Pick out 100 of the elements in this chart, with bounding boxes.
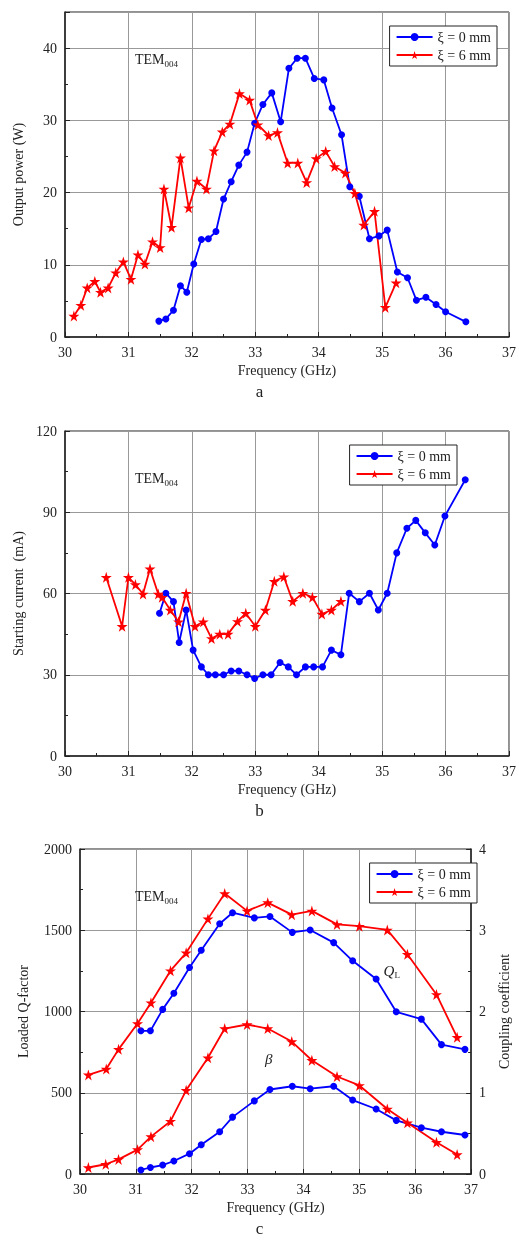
point bbox=[186, 964, 194, 972]
x-tick-label: 33 bbox=[240, 1181, 255, 1197]
y-tick-label: 0 bbox=[50, 748, 57, 764]
point bbox=[301, 54, 309, 62]
legend-label: ξ = 0 mm bbox=[437, 29, 492, 45]
point bbox=[438, 1128, 445, 1136]
point bbox=[132, 1144, 144, 1156]
point bbox=[82, 1162, 94, 1174]
x-axis-title: Frequency (GHz) bbox=[226, 1200, 326, 1217]
point bbox=[222, 628, 234, 640]
y-tick-label: 60 bbox=[43, 585, 57, 601]
point bbox=[251, 674, 259, 682]
point bbox=[240, 607, 252, 619]
point bbox=[403, 524, 411, 532]
point bbox=[320, 76, 328, 84]
point bbox=[174, 152, 186, 164]
x-tick-label: 31 bbox=[121, 763, 136, 779]
point bbox=[271, 127, 283, 139]
point bbox=[379, 301, 391, 313]
x-tick-label: 36 bbox=[438, 344, 453, 360]
point bbox=[216, 1128, 224, 1136]
point bbox=[189, 620, 201, 632]
point bbox=[393, 549, 401, 557]
point bbox=[310, 74, 318, 82]
y2-tick-label: 2 bbox=[479, 1004, 487, 1020]
point bbox=[438, 1041, 445, 1049]
point bbox=[293, 670, 301, 678]
point bbox=[301, 663, 309, 671]
point bbox=[155, 317, 163, 325]
point bbox=[287, 595, 299, 607]
y-tick-label: 1000 bbox=[44, 1004, 72, 1020]
point bbox=[331, 919, 343, 931]
point bbox=[75, 299, 87, 311]
point bbox=[204, 670, 212, 678]
y-tick-label: 40 bbox=[43, 40, 57, 56]
point bbox=[180, 1085, 192, 1097]
point bbox=[183, 288, 191, 296]
point bbox=[293, 54, 301, 62]
point bbox=[180, 587, 192, 599]
point bbox=[392, 1117, 400, 1125]
point bbox=[243, 670, 251, 678]
point bbox=[137, 1166, 145, 1174]
legend-label: ξ = 0 mm bbox=[417, 866, 472, 882]
point bbox=[393, 268, 401, 276]
point bbox=[232, 615, 244, 627]
point bbox=[154, 241, 166, 253]
point bbox=[266, 913, 274, 921]
point bbox=[132, 1018, 144, 1030]
point bbox=[129, 578, 141, 590]
text: b bbox=[255, 800, 264, 820]
point bbox=[204, 235, 212, 243]
point bbox=[137, 588, 149, 600]
point bbox=[89, 275, 101, 287]
y-tick-label: 120 bbox=[36, 423, 57, 439]
point bbox=[165, 1116, 177, 1128]
point bbox=[244, 94, 256, 106]
point bbox=[451, 1032, 463, 1044]
point bbox=[249, 620, 261, 632]
point bbox=[381, 1103, 393, 1115]
x-tick-label: 30 bbox=[73, 1181, 87, 1197]
point bbox=[461, 475, 469, 483]
point bbox=[284, 663, 292, 671]
point bbox=[117, 256, 129, 268]
legend-label: ξ = 6 mm bbox=[397, 466, 452, 482]
x-axis-title: Frequency (GHz) bbox=[237, 782, 337, 799]
point bbox=[206, 632, 218, 644]
x-tick-label: 34 bbox=[296, 1181, 311, 1197]
x-tick-label: 36 bbox=[438, 763, 453, 779]
point bbox=[262, 1023, 274, 1035]
point bbox=[266, 1086, 274, 1094]
y-tick-label: 30 bbox=[43, 112, 57, 128]
point bbox=[286, 1036, 298, 1048]
point bbox=[292, 157, 304, 169]
legend-label: ξ = 6 mm bbox=[417, 884, 472, 900]
point bbox=[349, 957, 357, 965]
x-tick-label: 32 bbox=[184, 344, 199, 360]
point bbox=[288, 1083, 296, 1091]
point bbox=[417, 1124, 425, 1132]
point bbox=[365, 235, 373, 243]
x-tick-label: 37 bbox=[502, 763, 516, 779]
point bbox=[113, 1154, 125, 1166]
x-tick-label: 34 bbox=[311, 763, 326, 779]
x-tick-label: 31 bbox=[121, 344, 136, 360]
point bbox=[183, 202, 195, 214]
point bbox=[306, 905, 318, 917]
point bbox=[235, 667, 243, 675]
point bbox=[145, 997, 157, 1009]
point bbox=[431, 541, 439, 549]
point bbox=[390, 277, 402, 289]
point bbox=[276, 658, 284, 666]
point bbox=[68, 310, 80, 322]
y-tick-label: 2000 bbox=[44, 841, 72, 857]
point bbox=[211, 670, 219, 678]
point bbox=[325, 604, 337, 616]
point bbox=[288, 929, 296, 937]
point bbox=[330, 1083, 338, 1091]
point bbox=[250, 914, 258, 922]
x-tick-label: 31 bbox=[128, 1181, 143, 1197]
point bbox=[401, 1117, 413, 1129]
point bbox=[349, 1096, 357, 1104]
